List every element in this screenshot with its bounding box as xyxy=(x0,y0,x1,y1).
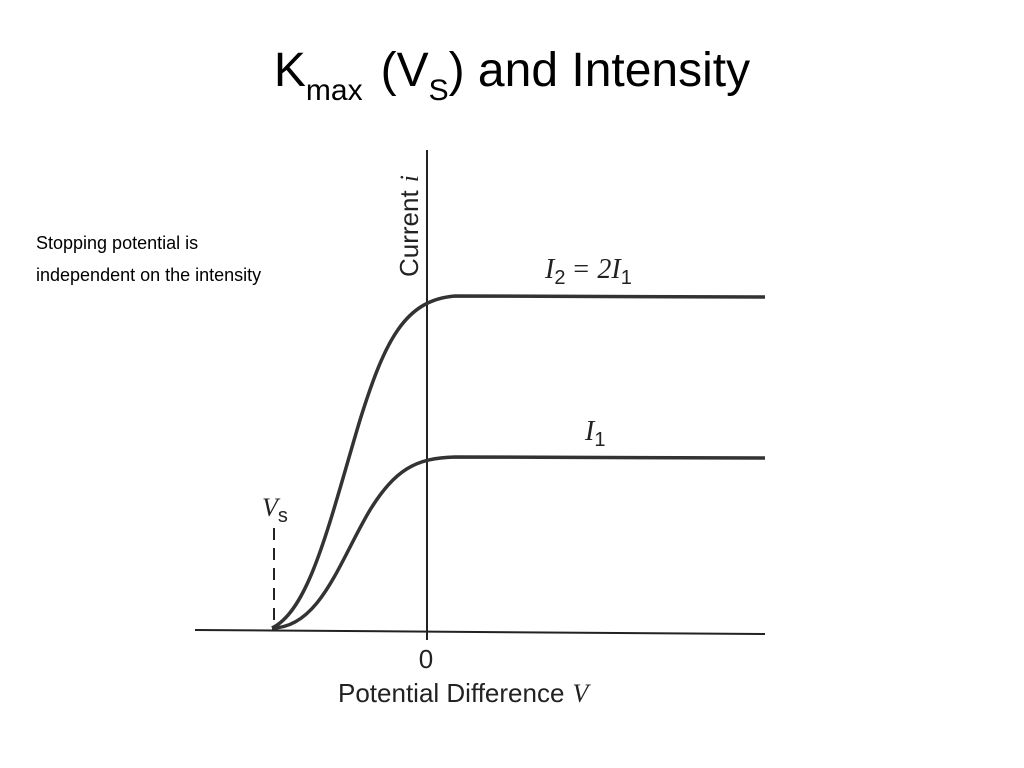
x-axis-symbol: V xyxy=(572,679,591,708)
lower-curve-label: I1 xyxy=(584,416,605,451)
title-end: ) and Intensity xyxy=(449,44,751,97)
upper-curve xyxy=(271,294,766,630)
label-symbol: I xyxy=(544,254,556,285)
lower-curve xyxy=(271,455,766,630)
label-sub: 1 xyxy=(594,429,605,451)
note-line: independent on the intensity xyxy=(36,265,261,285)
title-mid: (V xyxy=(381,44,429,97)
slide-title: Kmax (VS) and Intensity xyxy=(274,44,750,107)
x-axis-text: Potential Difference xyxy=(338,678,564,708)
title-sub2: S xyxy=(429,74,449,107)
origin-label: 0 xyxy=(419,644,433,674)
y-axis-label: Current i xyxy=(394,175,424,277)
stopping-symbol: V xyxy=(262,493,281,522)
x-axis-label: Potential Difference V xyxy=(338,678,591,708)
y-axis-text: Current xyxy=(394,190,424,277)
stopping-label: Vs xyxy=(262,493,288,527)
upper-curve-label: I2 = 2I1 xyxy=(544,254,632,289)
y-axis-symbol: i xyxy=(395,175,424,182)
label-sub: 1 xyxy=(621,267,632,289)
label-sub: 2 xyxy=(554,267,565,289)
title-sub: max xyxy=(306,74,363,107)
stopping-sub: s xyxy=(278,505,288,527)
x-axis xyxy=(194,629,766,635)
title-base: K xyxy=(274,44,306,97)
label-symbol: I xyxy=(584,416,596,447)
label-mid: = 2 xyxy=(571,254,611,285)
label-symbol: I xyxy=(610,254,622,285)
note-line: Stopping potential is xyxy=(36,233,198,253)
